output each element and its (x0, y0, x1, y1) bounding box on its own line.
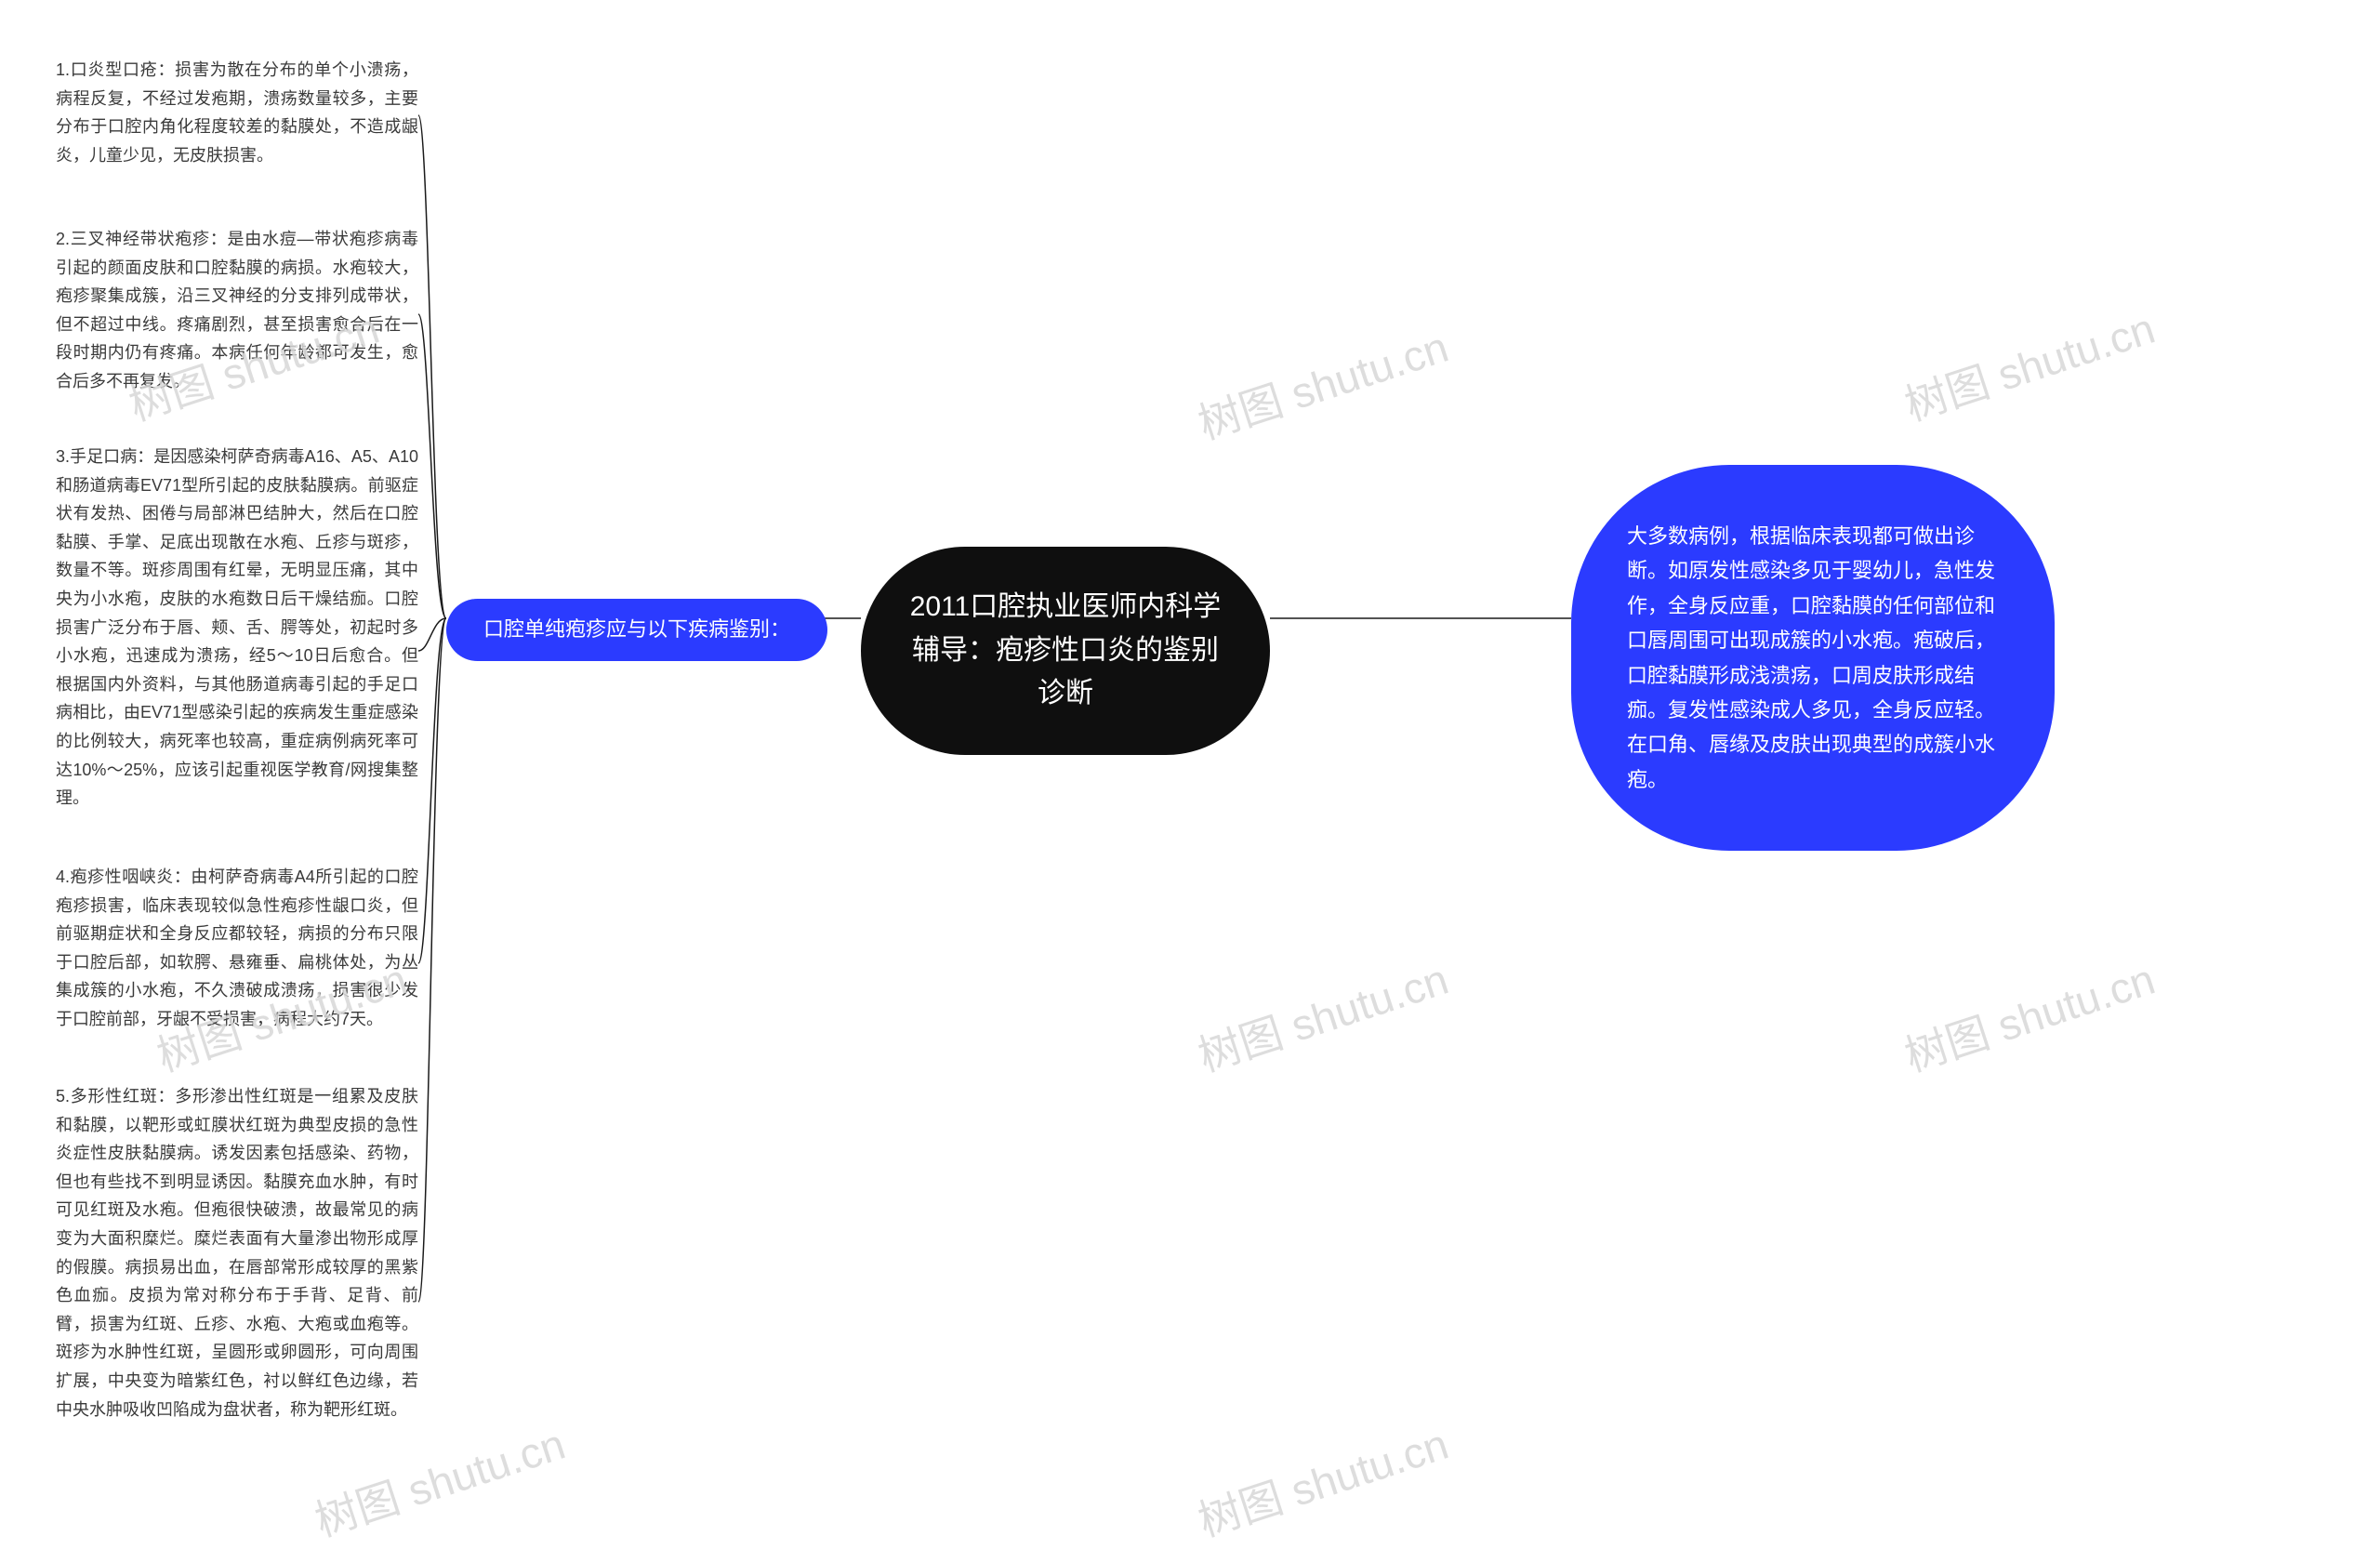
center-text: 2011口腔执业医师内科学辅导：疱疹性口炎的鉴别诊断 (910, 591, 1222, 708)
leaf-node-5: 5.多形性红斑：多形渗出性红斑是一组累及皮肤和黏膜，以靶形或虹膜状红斑为典型皮损… (56, 1082, 418, 1423)
right-branch-node: 大多数病例，根据临床表现都可做出诊断。如原发性感染多见于婴幼儿，急性发作，全身反… (1571, 465, 2055, 851)
leaf-node-2: 2.三叉神经带状疱疹：是由水痘―带状疱疹病毒引起的颜面皮肤和口腔黏膜的病损。水疱… (56, 225, 418, 396)
connector-path (418, 115, 446, 618)
connector-path (418, 618, 446, 963)
watermark: 树图 shutu.cn (1190, 946, 1455, 1084)
left-branch-text: 口腔单纯疱疹应与以下疾病鉴别： (483, 617, 790, 641)
right-branch-text: 大多数病例，根据临床表现都可做出诊断。如原发性感染多见于婴幼儿，急性发作，全身反… (1627, 524, 1995, 791)
connector-path (418, 618, 446, 651)
center-node: 2011口腔执业医师内科学辅导：疱疹性口炎的鉴别诊断 (861, 547, 1270, 755)
watermark: 树图 shutu.cn (1190, 1410, 1455, 1549)
leaf-node-1: 1.口炎型口疮：损害为散在分布的单个小溃疡，病程反复，不经过发疱期，溃疡数量较多… (56, 56, 418, 169)
leaf-node-3: 3.手足口病：是因感染柯萨奇病毒A16、A5、A10和肠道病毒EV71型所引起的… (56, 443, 418, 813)
left-branch-node: 口腔单纯疱疹应与以下疾病鉴别： (446, 599, 827, 661)
watermark: 树图 shutu.cn (1190, 313, 1455, 452)
connector-path (418, 314, 446, 618)
watermark: 树图 shutu.cn (1897, 295, 2162, 433)
watermark: 树图 shutu.cn (307, 1410, 572, 1549)
connector-path (418, 618, 446, 1302)
watermark: 树图 shutu.cn (1897, 946, 2162, 1084)
leaf-node-4: 4.疱疹性咽峡炎：由柯萨奇病毒A4所引起的口腔疱疹损害，临床表现较似急性疱疹性龈… (56, 863, 418, 1034)
